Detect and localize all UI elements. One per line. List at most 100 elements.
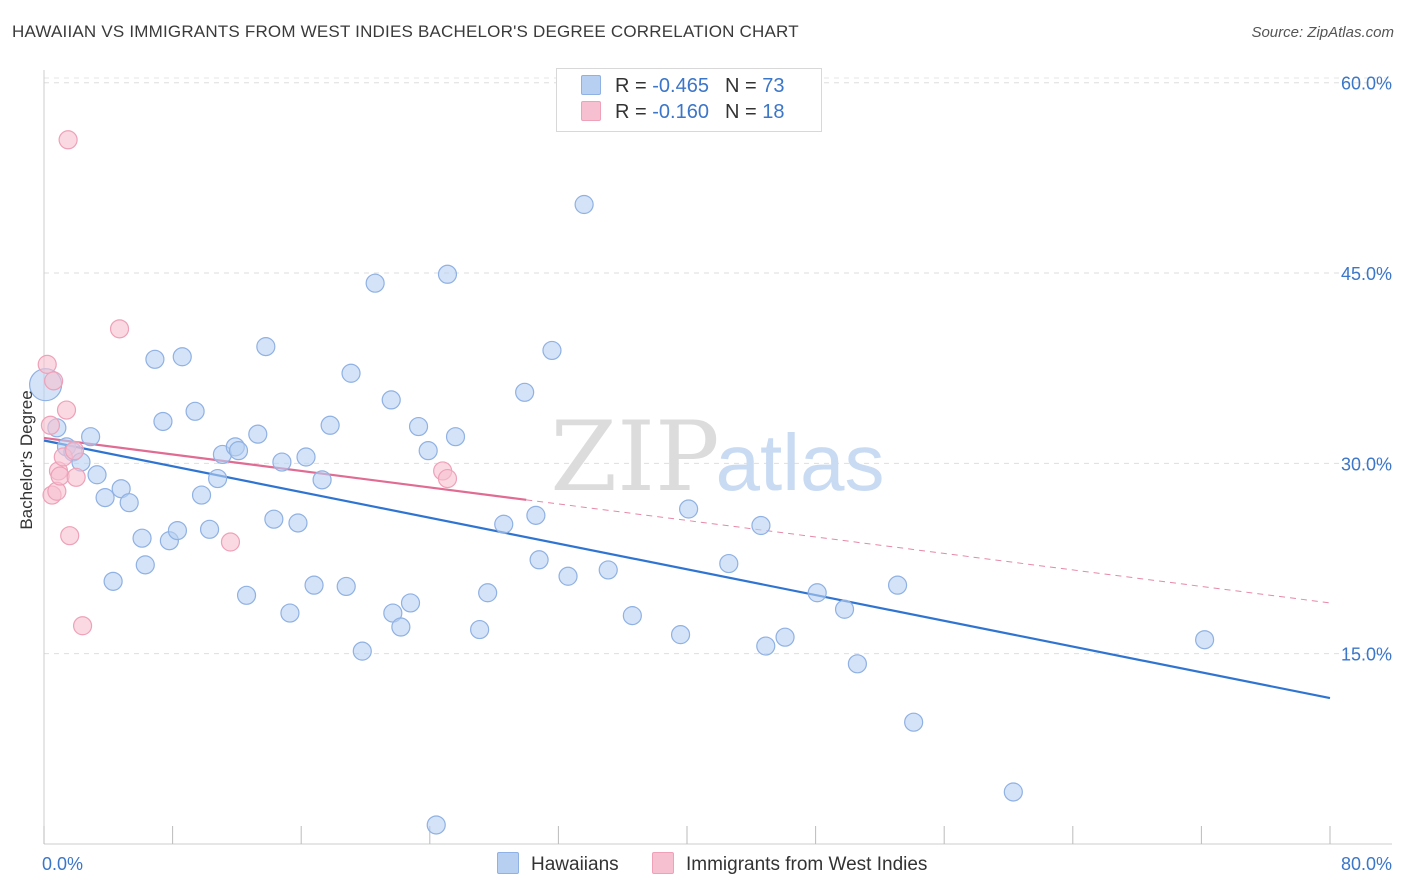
chart-title: HAWAIIAN VS IMMIGRANTS FROM WEST INDIES …	[12, 22, 799, 41]
point-hawaiians	[622, 606, 642, 626]
point-west-indies	[437, 468, 458, 489]
point-hawaiians	[408, 416, 429, 437]
bottom-legend-swatch-west-indies	[652, 852, 674, 874]
point-hawaiians	[135, 555, 155, 575]
point-hawaiians	[296, 447, 316, 467]
point-hawaiians	[191, 485, 212, 505]
point-hawaiians	[670, 625, 691, 645]
point-west-indies	[109, 319, 130, 339]
point-west-indies	[60, 526, 80, 546]
point-hawaiians	[264, 509, 284, 529]
point-hawaiians	[418, 441, 438, 461]
point-hawaiians	[834, 599, 855, 619]
point-hawaiians	[558, 566, 578, 586]
point-hawaiians	[400, 593, 421, 613]
point-hawaiians	[679, 499, 699, 519]
r-label: R =	[615, 75, 653, 97]
point-hawaiians	[775, 627, 795, 647]
bottom-legend-swatch-hawaiians	[497, 852, 519, 874]
point-west-indies	[66, 467, 86, 487]
point-west-indies	[72, 616, 93, 636]
watermark-zip: ZIP	[550, 401, 719, 513]
point-hawaiians	[887, 575, 908, 595]
point-hawaiians	[574, 194, 594, 215]
point-hawaiians	[719, 553, 739, 574]
point-hawaiians	[494, 514, 514, 534]
point-hawaiians	[756, 636, 776, 656]
point-hawaiians	[208, 468, 228, 489]
stats-legend-row-west-indies: R = -0.160 N = 18	[581, 101, 784, 127]
point-hawaiians	[336, 576, 356, 597]
point-hawaiians	[288, 513, 308, 533]
point-hawaiians	[280, 603, 300, 623]
n-label: N =	[724, 101, 763, 123]
y-tick-label: 15.0%	[1341, 645, 1392, 665]
y-axis-title: Bachelor's Degree	[17, 390, 36, 529]
point-hawaiians	[426, 815, 446, 835]
point-hawaiians	[312, 470, 332, 490]
point-hawaiians	[185, 401, 205, 421]
point-hawaiians	[352, 641, 372, 661]
stats-legend-row-hawaiians: R = -0.465 N = 73	[581, 75, 784, 101]
x-tick-label: 80.0%	[1341, 854, 1392, 874]
point-hawaiians	[153, 411, 173, 432]
point-hawaiians	[248, 424, 268, 444]
x-tick-label: 0.0%	[42, 854, 83, 874]
y-tick-label: 30.0%	[1341, 454, 1392, 474]
axes	[43, 70, 1392, 845]
n-value: 73	[762, 75, 785, 97]
bottom-legend-west-indies: Immigrants from West Indies	[652, 852, 927, 876]
point-hawaiians	[904, 712, 924, 732]
point-west-indies	[40, 415, 61, 435]
point-hawaiians	[272, 452, 292, 472]
point-hawaiians	[341, 363, 361, 383]
point-hawaiians	[598, 560, 618, 580]
point-hawaiians	[526, 505, 546, 525]
point-hawaiians	[304, 575, 324, 595]
point-west-indies	[56, 400, 77, 420]
point-hawaiians	[87, 465, 107, 485]
bottom-legend-hawaiians: Hawaiians	[497, 852, 619, 876]
point-hawaiians	[172, 347, 192, 367]
point-hawaiians	[119, 493, 139, 513]
point-hawaiians	[95, 488, 115, 508]
legend-swatch-west-indies	[581, 101, 601, 121]
r-value: -0.465	[652, 75, 709, 97]
trend-line-west-indies-extension	[526, 499, 1331, 604]
point-hawaiians	[103, 571, 123, 591]
point-hawaiians	[1195, 630, 1215, 650]
point-hawaiians	[167, 520, 188, 541]
point-hawaiians	[470, 619, 490, 640]
point-hawaiians	[437, 264, 458, 284]
point-west-indies	[44, 371, 64, 391]
point-hawaiians	[807, 583, 827, 603]
r-value: -0.160	[652, 101, 709, 123]
point-hawaiians	[228, 441, 249, 461]
point-hawaiians	[365, 273, 385, 293]
y-tick-label: 60.0%	[1341, 74, 1392, 94]
tick-labels: 15.0% 30.0% 45.0% 60.0% 0.0% 80.0%	[42, 74, 1392, 874]
point-west-indies	[50, 466, 70, 486]
bottom-legend-label: Immigrants from West Indies	[686, 854, 928, 875]
point-hawaiians	[515, 382, 535, 402]
point-west-indies	[58, 130, 78, 150]
point-hawaiians	[1003, 782, 1023, 802]
point-hawaiians	[132, 528, 152, 548]
point-hawaiians	[391, 617, 411, 637]
point-hawaiians	[145, 349, 165, 369]
watermark: ZIP atlas	[550, 401, 884, 513]
data-points	[29, 130, 1215, 835]
point-hawaiians	[542, 340, 562, 361]
watermark-atlas: atlas	[716, 418, 885, 507]
point-west-indies	[64, 441, 85, 461]
y-tick-label: 45.0%	[1341, 264, 1392, 284]
point-hawaiians	[751, 515, 771, 536]
point-hawaiians	[381, 390, 401, 410]
n-label: N =	[724, 75, 763, 97]
bottom-legend-label: Hawaiians	[531, 854, 619, 875]
point-west-indies	[37, 354, 57, 374]
legend-swatch-hawaiians	[581, 75, 601, 95]
stats-legend: R = -0.465 N = 73 R = -0.160 N = 18	[556, 68, 822, 132]
point-hawaiians	[445, 427, 466, 447]
